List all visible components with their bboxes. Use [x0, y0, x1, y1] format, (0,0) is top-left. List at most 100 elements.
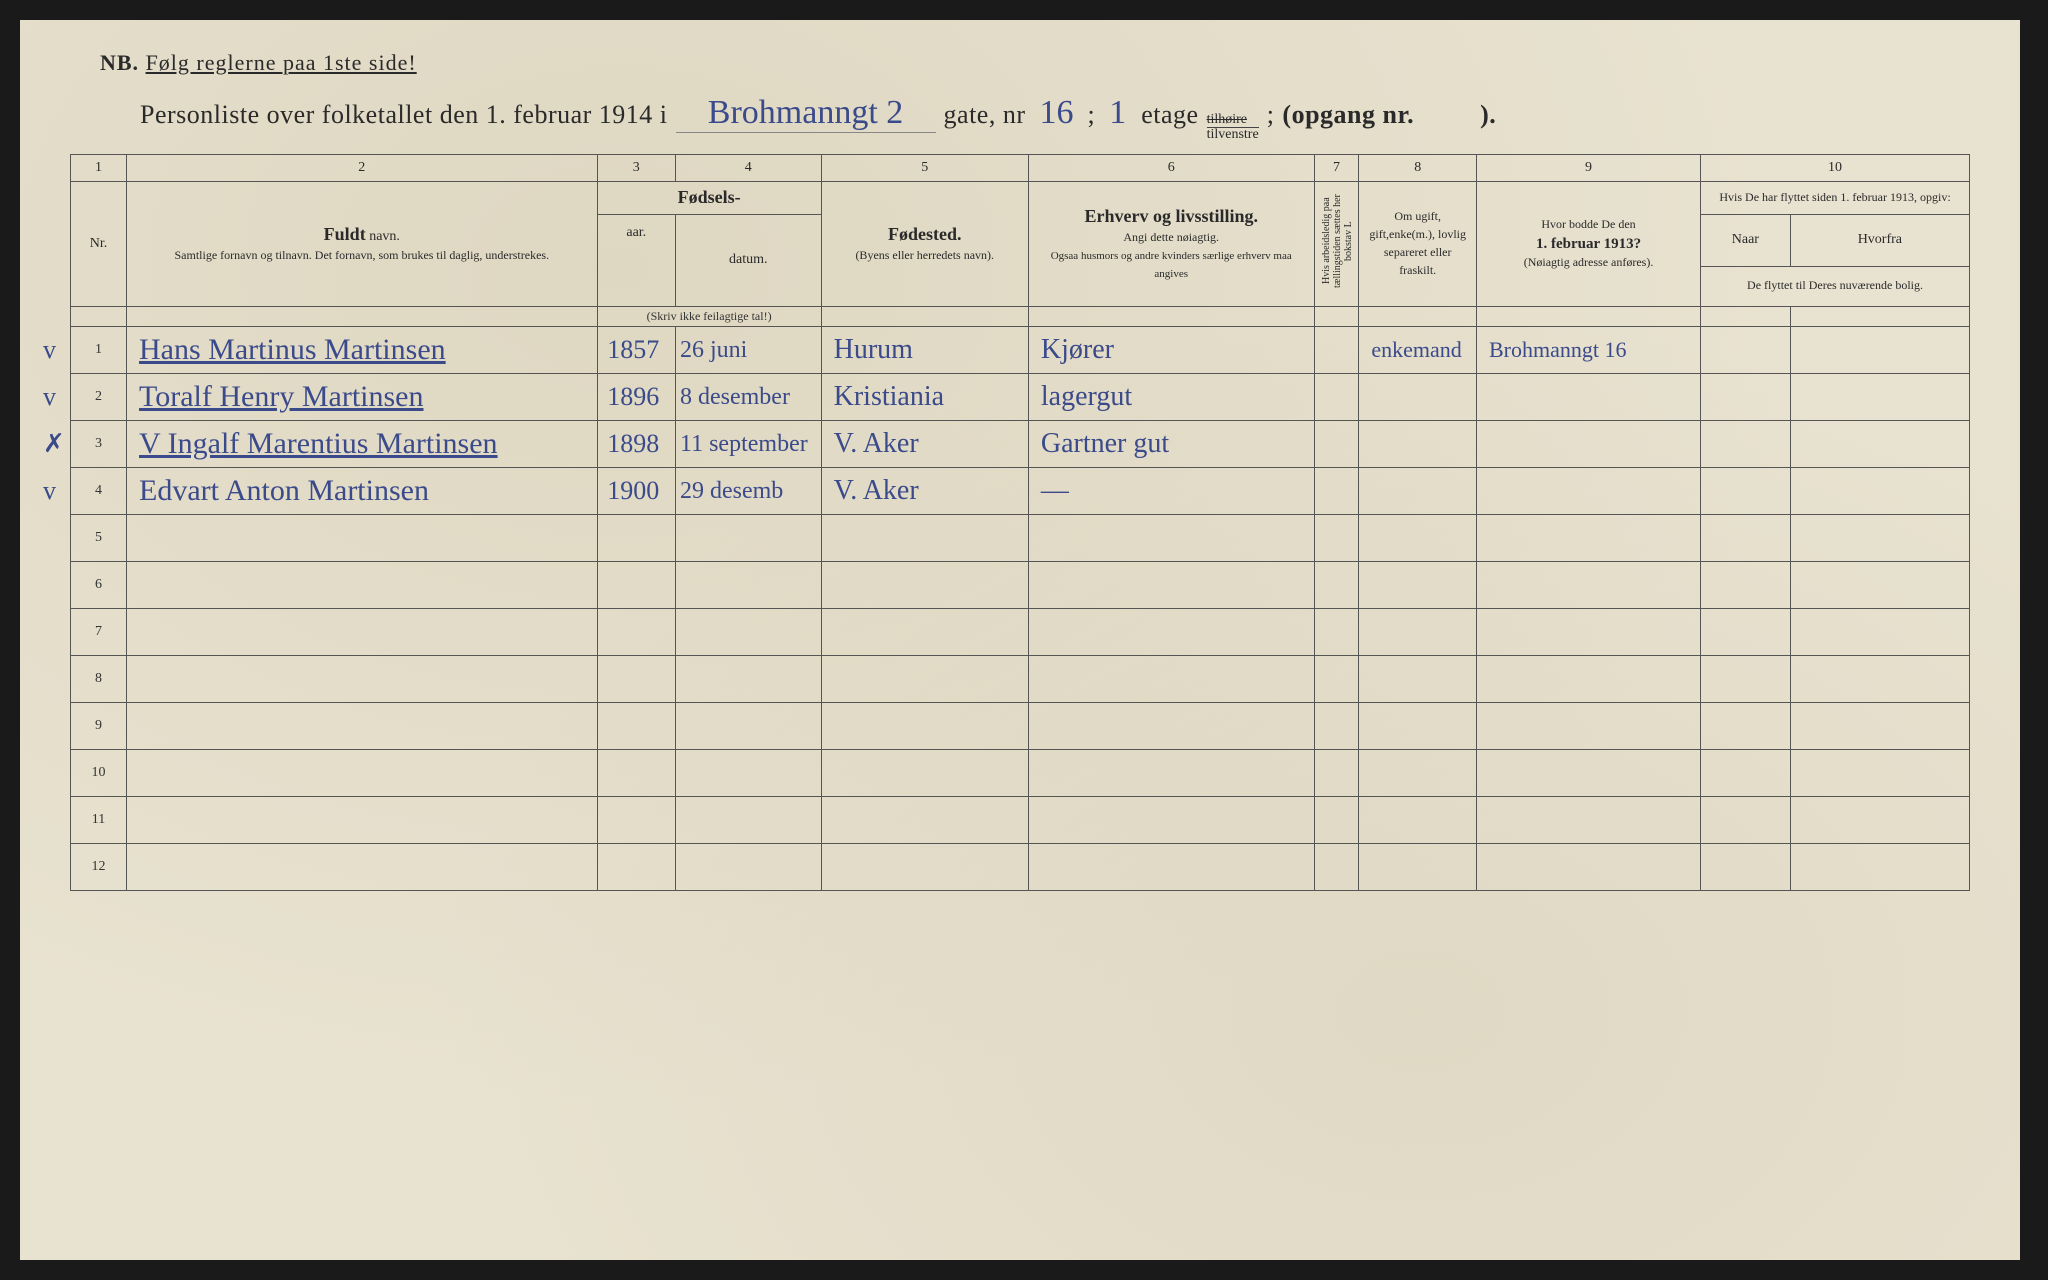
row-fodested — [821, 750, 1028, 797]
title-prefix: Personliste over folketallet den 1. febr… — [140, 100, 668, 130]
row-c7 — [1314, 797, 1359, 844]
row-nr: v4 — [71, 468, 127, 515]
row-c9 — [1477, 750, 1701, 797]
table-row: v1Hans Martinus Martinsen185726 juniHuru… — [71, 327, 1970, 374]
title-line: Personliste over folketallet den 1. febr… — [140, 94, 1970, 142]
row-c8 — [1359, 421, 1477, 468]
row-fodested — [821, 797, 1028, 844]
row-naar — [1701, 750, 1791, 797]
row-hvorfra — [1790, 750, 1969, 797]
row-datum — [675, 515, 821, 562]
row-nr: 10 — [71, 750, 127, 797]
row-c7 — [1314, 656, 1359, 703]
col-number-row: 1 2 3 4 5 6 7 8 9 10 — [71, 155, 1970, 182]
row-fodested — [821, 515, 1028, 562]
row-c7 — [1314, 421, 1359, 468]
skriv-text: (Skriv ikke feilagtige tal!) — [597, 307, 821, 327]
row-erhverv: Kjører — [1028, 327, 1314, 374]
semi2: ; — [1267, 100, 1275, 130]
row-erhverv: — — [1028, 468, 1314, 515]
table-row: ✗3V Ingalf Marentius Martinsen189811 sep… — [71, 421, 1970, 468]
row-c8 — [1359, 515, 1477, 562]
table-row: 10 — [71, 750, 1970, 797]
row-datum — [675, 797, 821, 844]
row-fodested: V. Aker — [821, 468, 1028, 515]
row-aar — [597, 844, 675, 891]
row-c8 — [1359, 374, 1477, 421]
row-fodested: Kristiania — [821, 374, 1028, 421]
row-nr: 12 — [71, 844, 127, 891]
coln-1: 1 — [71, 155, 127, 182]
row-naar — [1701, 562, 1791, 609]
row-name: V Ingalf Marentius Martinsen — [127, 421, 598, 468]
row-c9 — [1477, 562, 1701, 609]
row-c8 — [1359, 750, 1477, 797]
table-row: 6 — [71, 562, 1970, 609]
row-name — [127, 656, 598, 703]
census-table: 1 2 3 4 5 6 7 8 9 10 Nr. Fuldt navn. Sam… — [70, 154, 1970, 891]
table-row: 8 — [71, 656, 1970, 703]
table-row: 5 — [71, 515, 1970, 562]
row-hvorfra — [1790, 374, 1969, 421]
row-c9 — [1477, 656, 1701, 703]
row-erhverv: Gartner gut — [1028, 421, 1314, 468]
margin-check-mark: v — [43, 382, 56, 412]
row-fodested — [821, 609, 1028, 656]
row-nr: 6 — [71, 562, 127, 609]
row-c8 — [1359, 562, 1477, 609]
row-nr: v1 — [71, 327, 127, 374]
row-nr: 8 — [71, 656, 127, 703]
semi1: ; — [1088, 100, 1096, 130]
coln-10: 10 — [1701, 155, 1970, 182]
row-c9 — [1477, 421, 1701, 468]
nb-prefix: NB. — [100, 50, 139, 75]
hdr-c10-sub: De flyttet til Deres nuværende bolig. — [1701, 266, 1970, 307]
hdr-naar: Naar — [1701, 214, 1791, 266]
hdr-c10-title: Hvis De har flyttet siden 1. februar 191… — [1701, 182, 1970, 214]
row-name: Hans Martinus Martinsen — [127, 327, 598, 374]
row-c8 — [1359, 844, 1477, 891]
row-c8: enkemand — [1359, 327, 1477, 374]
row-fodested: Hurum — [821, 327, 1028, 374]
row-datum — [675, 562, 821, 609]
row-aar: 1896 — [597, 374, 675, 421]
row-nr: ✗3 — [71, 421, 127, 468]
street-handwritten: Brohmanngt 2 — [676, 94, 936, 133]
row-naar — [1701, 421, 1791, 468]
row-aar — [597, 656, 675, 703]
table-head: 1 2 3 4 5 6 7 8 9 10 Nr. Fuldt navn. Sam… — [71, 155, 1970, 327]
hdr-fodested: Fødested. (Byens eller herredets navn). — [821, 182, 1028, 307]
row-erhverv — [1028, 844, 1314, 891]
row-naar — [1701, 844, 1791, 891]
row-aar — [597, 515, 675, 562]
hdr-fodsels: Fødsels- — [597, 182, 821, 214]
coln-4: 4 — [675, 155, 821, 182]
row-aar: 1898 — [597, 421, 675, 468]
coln-8: 8 — [1359, 155, 1477, 182]
row-c7 — [1314, 562, 1359, 609]
row-name — [127, 844, 598, 891]
row-erhverv — [1028, 703, 1314, 750]
skriv-row: (Skriv ikke feilagtige tal!) — [71, 307, 1970, 327]
row-name — [127, 703, 598, 750]
row-c9 — [1477, 797, 1701, 844]
row-hvorfra — [1790, 703, 1969, 750]
table-row: v2Toralf Henry Martinsen18968 desemberKr… — [71, 374, 1970, 421]
hdr-erhverv: Erhverv og livsstilling. Angi dette nøia… — [1028, 182, 1314, 307]
margin-check-mark: v — [43, 476, 56, 506]
row-c8 — [1359, 609, 1477, 656]
row-aar — [597, 750, 675, 797]
row-datum — [675, 844, 821, 891]
row-datum: 29 desemb — [675, 468, 821, 515]
row-datum — [675, 609, 821, 656]
row-datum: 11 september — [675, 421, 821, 468]
row-naar — [1701, 374, 1791, 421]
hdr-c7: Hvis arbeidsledig paa tællingstiden sætt… — [1314, 182, 1359, 307]
opgang-label: (opgang nr. — [1282, 100, 1414, 130]
close-paren: ). — [1480, 100, 1496, 130]
row-aar: 1857 — [597, 327, 675, 374]
etage-label: etage — [1141, 100, 1198, 130]
row-nr: 7 — [71, 609, 127, 656]
row-hvorfra — [1790, 421, 1969, 468]
row-c9 — [1477, 703, 1701, 750]
